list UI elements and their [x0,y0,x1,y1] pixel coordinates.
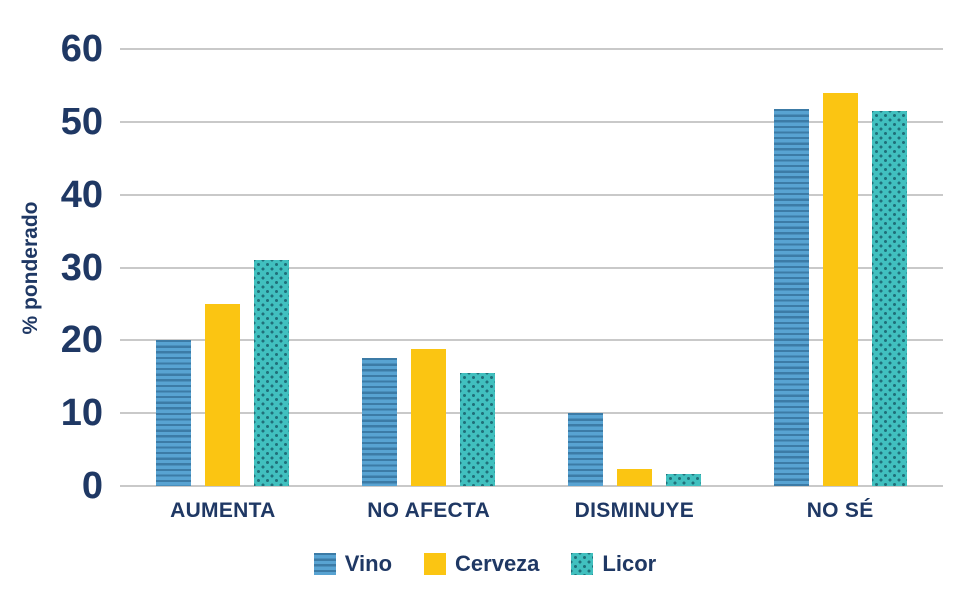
bar-group-0 [120,49,326,486]
gridline-60 [120,48,943,50]
bar-licor-0 [254,260,290,486]
bar-licor-3 [871,110,907,486]
bar-group-2 [532,49,738,486]
bar-groups [120,49,943,486]
y-tick-label-60: 60 [60,28,103,70]
gridline-30 [120,266,943,269]
legend-swatch-vino [313,553,336,575]
x-label-1: NO AFECTA [367,499,491,522]
legend-item-cerveza: Cerveza [424,551,539,577]
gridline-20 [120,339,943,342]
y-tick-label-30: 30 [60,246,103,289]
y-tick-label-50: 50 [60,100,103,143]
x-label-3: NO SÉ [806,499,874,522]
x-axis-labels: AUMENTA NO AFECTA DISMINUYE NO SÉ [120,499,943,523]
legend-item-vino: Vino [313,551,393,577]
bar-group-1 [326,49,532,486]
bar-vino-2 [567,413,603,486]
y-tick-label-0: 0 [81,465,103,507]
bar-cerveza-3 [822,92,858,486]
bar-vino-3 [773,109,809,486]
gridline-50 [120,120,943,123]
legend-swatch-cerveza [424,553,447,575]
bar-group-3 [737,49,943,486]
bar-vino-1 [362,357,398,486]
bar-cerveza-0 [205,303,241,486]
y-axis-ticks: 0 10 20 30 40 50 60 [0,30,103,505]
x-label-2: DISMINUYE [574,499,695,522]
bar-licor-2 [665,473,701,486]
gridline-40 [120,193,943,196]
legend-item-licor: Licor [571,551,656,577]
y-tick-label-20: 20 [60,319,103,362]
legend-label-vino: Vino [344,551,393,576]
legend-label-cerveza: Cerveza [455,551,540,576]
legend: Vino Cerveza Licor [0,551,970,577]
y-tick-label-40: 40 [60,173,103,216]
bar-cerveza-2 [616,468,652,486]
bar-licor-1 [460,373,496,486]
plot-area [120,48,943,487]
legend-label-licor: Licor [602,551,657,576]
bar-cerveza-1 [411,349,447,486]
y-tick-label-10: 10 [60,392,103,435]
gridline-10 [120,412,943,415]
bar-vino-0 [156,340,192,486]
gridline-0 [120,485,943,487]
x-label-0: AUMENTA [170,499,276,522]
legend-swatch-licor [571,553,594,575]
